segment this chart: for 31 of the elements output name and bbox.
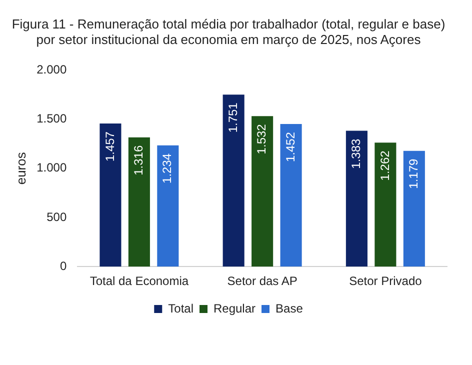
y-tick-label: 500 [46,210,67,224]
bar [346,130,368,267]
bar [280,124,302,267]
data-label: 1.262 [378,150,392,181]
data-label: 1.457 [102,131,117,162]
bar [157,145,179,267]
data-label: 1.316 [132,145,146,176]
bar [374,142,396,267]
bar [252,116,274,267]
y-tick-label: 1.000 [36,160,67,175]
legend-label: Base [276,301,304,316]
data-label: 1.234 [160,153,174,184]
y-tick-label: 1.500 [36,112,67,126]
legend-label: Regular [213,301,256,316]
bar [100,124,122,267]
x-tick-label: Setor das AP [227,274,298,288]
bar [403,150,425,267]
legend-label: Total [168,301,194,316]
data-label: 1.532 [254,124,269,154]
y-tick-label: 0 [60,258,67,273]
data-label: 1.179 [406,158,420,189]
x-tick-label: Total da Economia [90,274,189,288]
data-label: 1.383 [349,138,364,169]
chart-title: Figura 11 - Remuneração total média por trabalhador (total, regular e base) por setor institucional da economia em março de 2025, nos Açores [12,16,446,47]
y-tick-label: 2.000 [36,62,67,77]
data-label: 1.452 [283,132,298,162]
data-label: 1.751 [226,102,240,133]
bar [128,137,150,267]
y-axis-title: euros [13,152,28,185]
x-tick-label: Setor Privado [349,274,422,288]
bar [222,94,244,267]
